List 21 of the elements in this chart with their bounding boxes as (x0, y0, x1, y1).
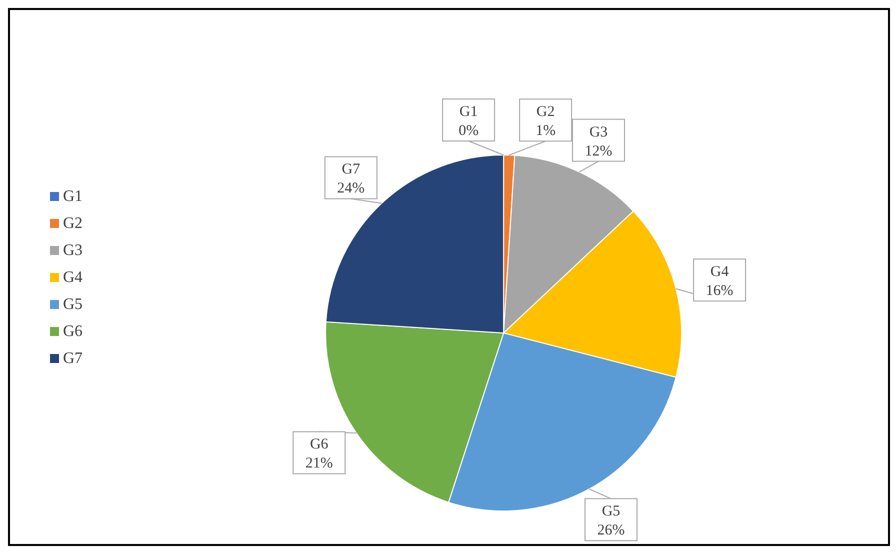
legend-label: G1 (63, 188, 83, 204)
slice-label: G2 (536, 104, 555, 120)
data-label: 21% (305, 456, 333, 472)
slice-label: G6 (310, 436, 329, 453)
slice-label: G5 (602, 504, 620, 520)
legend-label: G2 (63, 214, 83, 232)
data-label: 16% (706, 283, 734, 300)
data-label: 1% (536, 123, 556, 140)
legend-label: G7 (63, 350, 83, 366)
legend-label: G3 (63, 242, 83, 258)
legend-label: G5 (63, 296, 83, 312)
slice-label: G3 (589, 124, 608, 140)
legend-label: G4 (63, 268, 83, 286)
category-label: G1 (459, 104, 478, 120)
slice-label: G4 (710, 264, 730, 280)
legend-label: G6 (63, 322, 83, 340)
data-label: 26% (597, 522, 625, 539)
data-label: 24% (337, 180, 365, 197)
slice-label: G7 (342, 162, 361, 178)
text: 0% (458, 123, 479, 139)
data-label: 12% (584, 143, 612, 160)
